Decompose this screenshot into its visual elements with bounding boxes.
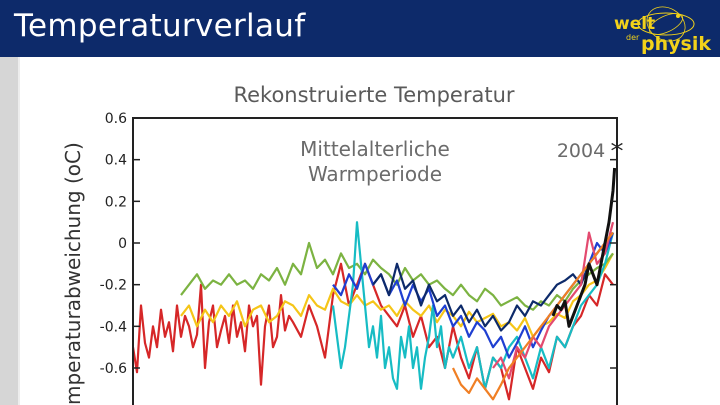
page-title: Temperaturverlauf	[14, 8, 306, 44]
plot-area	[132, 117, 618, 405]
series-line-0	[134, 262, 614, 401]
series-line-2	[180, 241, 614, 311]
header-bar: Temperaturverlauf welt der physik	[0, 0, 720, 57]
y-tick-label-2: 0.2	[105, 194, 127, 210]
y-tick-label-6: -0.6	[100, 361, 127, 377]
year-2004-marker: *	[611, 137, 624, 167]
y-tick-label-5: -0.4	[100, 319, 127, 335]
logo-text-welt: welt	[614, 14, 655, 34]
y-ticks: 0.6 0.4 0.2 0 -0.2 -0.4 -0.6	[100, 111, 617, 377]
series-layer	[134, 167, 616, 401]
annotation-line-1: Mittelalterliche	[300, 137, 450, 161]
annotation-line-2: Warmperiode	[308, 162, 442, 186]
y-tick-label-3: 0	[118, 236, 127, 252]
logo-text-der: der	[626, 33, 640, 42]
series-line-7	[452, 231, 614, 401]
logo-text-physik: physik	[641, 33, 711, 55]
plot-frame	[132, 117, 618, 405]
left-margin-line	[18, 57, 20, 405]
chart-title: Rekonstruierte Temperatur	[233, 83, 514, 107]
y-tick-label-1: 0.4	[105, 153, 127, 169]
y-tick-label-0: 0.6	[105, 111, 127, 127]
y-axis-label: mperaturabweichung (oC)	[61, 142, 85, 405]
left-margin-strip	[0, 57, 18, 405]
series-line-5	[372, 231, 614, 332]
series-line-8	[551, 167, 616, 328]
y-tick-label-4: -0.2	[100, 278, 127, 294]
year-2004-label: 2004	[557, 140, 605, 162]
welt-der-physik-logo: welt der physik	[614, 6, 711, 55]
